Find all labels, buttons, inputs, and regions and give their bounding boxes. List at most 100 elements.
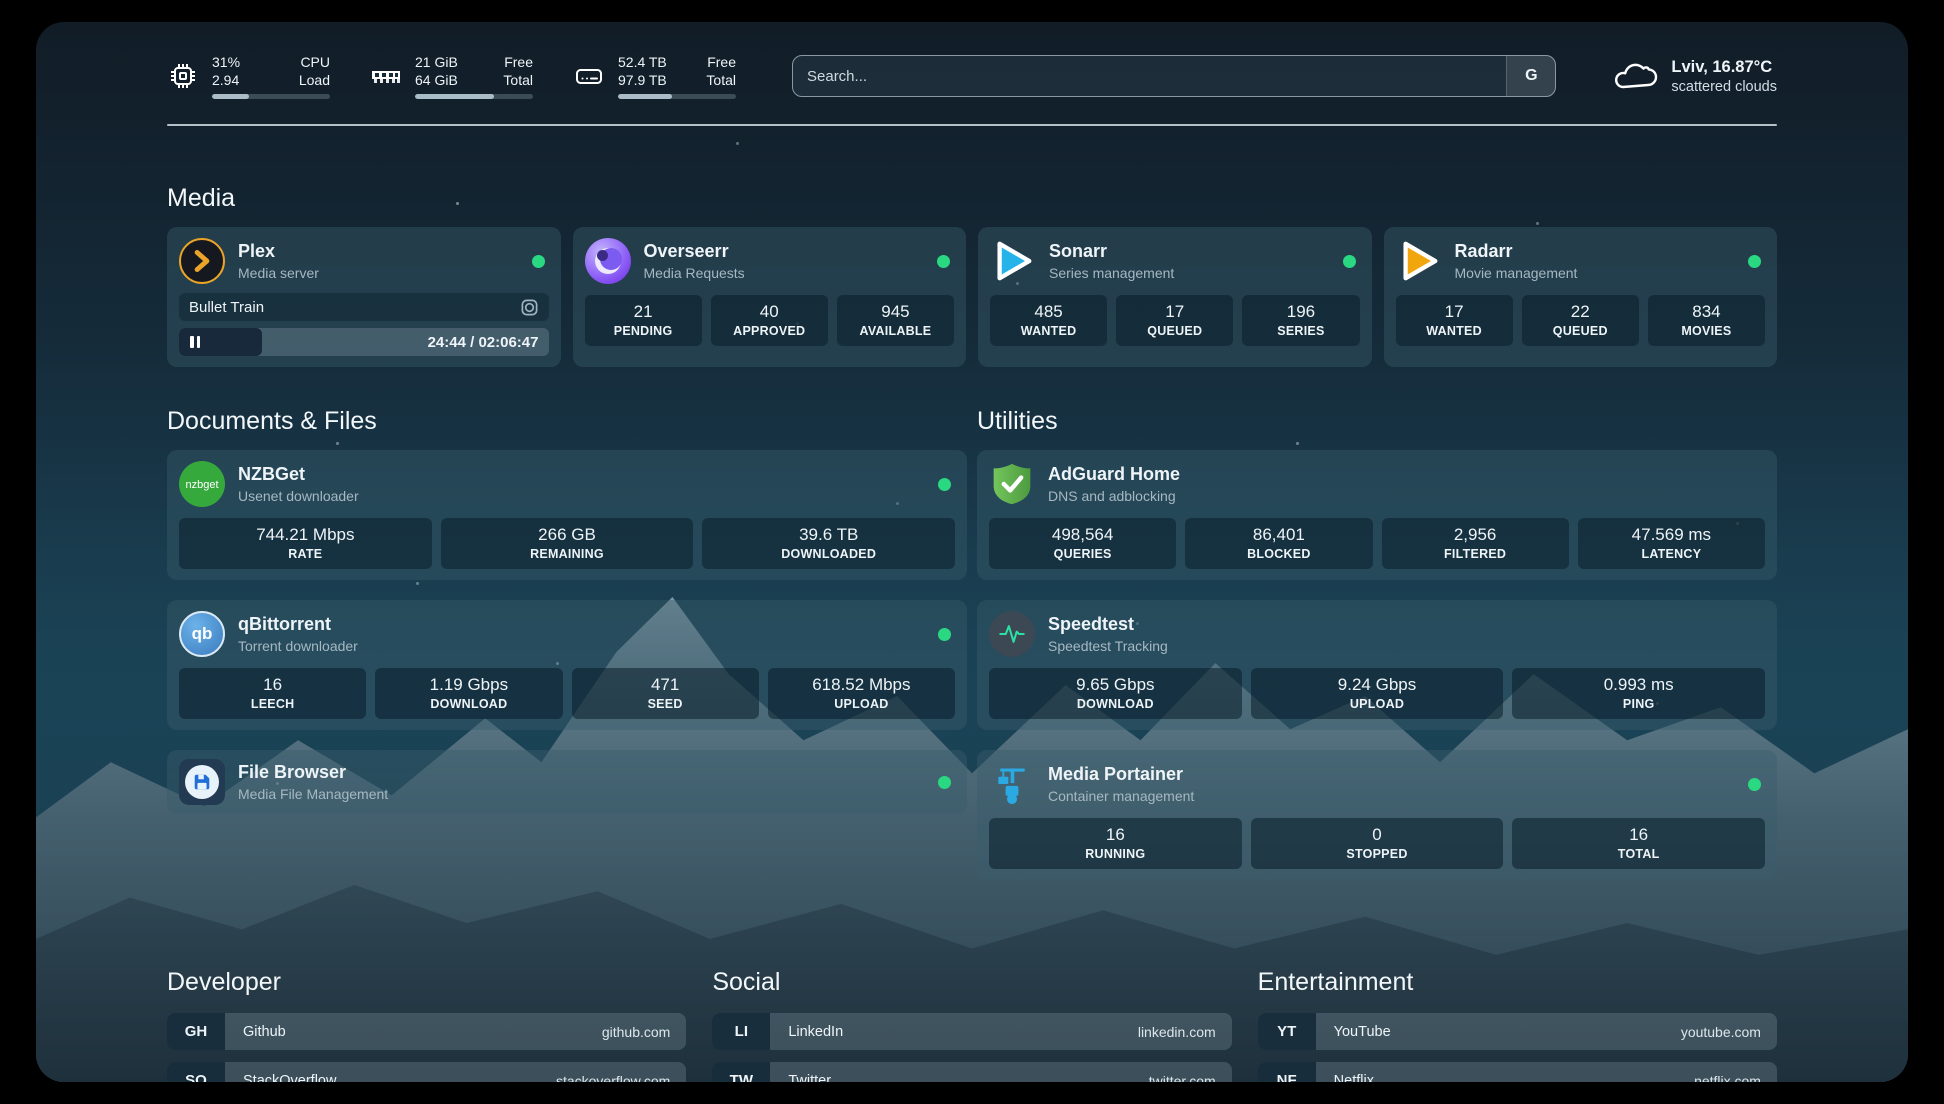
service-name: AdGuard Home xyxy=(1048,464,1181,485)
documents-column: Documents & Files nzbget NZBGet Usenet d… xyxy=(167,407,967,900)
search-go-button[interactable]: G xyxy=(1506,56,1556,96)
stat-blocked: 86,401 BLOCKED xyxy=(1185,518,1373,569)
speedtest-icon xyxy=(989,611,1035,657)
portainer-icon xyxy=(989,761,1035,807)
service-name: File Browser xyxy=(238,762,347,783)
service-subtitle: Torrent downloader xyxy=(238,637,358,654)
service-name: Plex xyxy=(238,241,276,262)
bookmark-group-entertainment: Entertainment YT YouTube youtube.com NF … xyxy=(1257,968,1777,1083)
cpu-label-1: CPU xyxy=(300,53,330,70)
camera-icon xyxy=(520,298,539,317)
bookmark-linkedin[interactable]: LI LinkedIn linkedin.com xyxy=(712,1013,1232,1050)
section-heading-documents: Documents & Files xyxy=(167,407,377,435)
service-name: Overseerr xyxy=(643,241,729,262)
bookmark-name: StackOverflow xyxy=(243,1072,337,1083)
bookmark-twitter[interactable]: TW Twitter twitter.com xyxy=(712,1062,1232,1083)
dashboard-screen: 31% 2.94 CPU Load 21 GiB 64 GiB Free Total xyxy=(36,22,1908,1082)
media-cards-row: Plex Media server Bullet Train 24:44 / 0 xyxy=(167,227,1777,367)
memory-label-1: Free xyxy=(504,53,533,70)
status-dot xyxy=(937,254,950,268)
stat-seed: 471 SEED xyxy=(571,668,759,719)
disk-total: 97.9 TB xyxy=(618,72,667,88)
bookmark-youtube[interactable]: YT YouTube youtube.com xyxy=(1257,1013,1777,1050)
weather-condition: scattered clouds xyxy=(1671,78,1777,95)
filebrowser-icon xyxy=(179,759,225,805)
bookmark-stackoverflow[interactable]: SO StackOverflow stackoverflow.com xyxy=(167,1062,687,1083)
qbittorrent-card[interactable]: qb qBittorrent Torrent downloader 16 LEEC… xyxy=(167,600,967,730)
cloud-icon xyxy=(1612,59,1658,93)
disk-progress xyxy=(618,94,736,100)
disk-label-1: Free xyxy=(707,53,736,70)
disk-label-2: Total xyxy=(706,72,736,88)
speedtest-card[interactable]: Speedtest Speedtest Tracking 9.65 Gbps DO… xyxy=(977,600,1777,730)
bookmark-group-developer: Developer GH Github github.com SO StackO… xyxy=(167,968,687,1083)
memory-total: 64 GiB xyxy=(415,72,458,88)
stat-total: 16 TOTAL xyxy=(1512,818,1766,869)
plex-card[interactable]: Plex Media server Bullet Train 24:44 / 0 xyxy=(167,227,561,367)
bookmark-abbr: SO xyxy=(167,1062,225,1082)
bookmark-abbr: NF xyxy=(1257,1062,1316,1082)
bookmark-netflix[interactable]: NF Netflix netflix.com xyxy=(1257,1062,1777,1083)
pause-icon[interactable] xyxy=(179,328,263,356)
memory-label-2: Total xyxy=(503,72,533,88)
now-playing-row: Bullet Train xyxy=(179,293,549,321)
service-name: qBittorrent xyxy=(238,614,331,635)
bookmarks-area: Developer GH Github github.com SO StackO… xyxy=(167,968,1777,1082)
bookmark-name: Github xyxy=(243,1023,286,1040)
stat-series: 196 SERIES xyxy=(1242,295,1360,346)
stat-approved: 40 APPROVED xyxy=(710,295,828,346)
bookmark-url: netflix.com xyxy=(1694,1072,1761,1083)
status-dot xyxy=(938,477,951,491)
portainer-card[interactable]: Media Portainer Container management 16 R… xyxy=(977,750,1777,880)
search-input[interactable] xyxy=(793,67,1507,85)
overseerr-card[interactable]: Overseerr Media Requests 21 PENDING 40 APP… xyxy=(572,227,966,367)
stat-running: 16 RUNNING xyxy=(989,818,1242,869)
stat-downloaded: 39.6 TB DOWNLOADED xyxy=(702,518,956,569)
adguard-card[interactable]: AdGuard Home DNS and adblocking 498,564 Q… xyxy=(977,450,1777,580)
stat-leech: 16 LEECH xyxy=(179,668,367,719)
service-subtitle: Container management xyxy=(1048,787,1195,804)
qbittorrent-icon: qb xyxy=(179,611,225,657)
bookmark-group-social: Social LI LinkedIn linkedin.com TW Twitt… xyxy=(712,968,1232,1083)
radarr-card[interactable]: Radarr Movie management 17 WANTED 22 QUEUE… xyxy=(1383,227,1777,367)
service-name: Radarr xyxy=(1454,241,1513,262)
bookmark-abbr: YT xyxy=(1257,1013,1316,1050)
service-subtitle: Speedtest Tracking xyxy=(1048,637,1168,654)
bookmark-url: youtube.com xyxy=(1680,1023,1761,1040)
status-dot xyxy=(1342,254,1356,268)
stat-download: 1.19 Gbps DOWNLOAD xyxy=(375,668,563,719)
cpu-progress xyxy=(212,94,330,100)
playback-progress: 24:44 / 02:06:47 xyxy=(179,328,549,356)
bookmark-url: stackoverflow.com xyxy=(555,1072,671,1083)
bookmark-url: github.com xyxy=(601,1023,671,1040)
memory-free: 21 GiB xyxy=(415,53,458,70)
stat-pending: 21 PENDING xyxy=(584,295,702,346)
nzbget-icon: nzbget xyxy=(179,461,225,507)
bookmark-url: twitter.com xyxy=(1148,1072,1216,1083)
stat-wanted: 17 WANTED xyxy=(1395,295,1513,346)
bookmark-github[interactable]: GH Github github.com xyxy=(167,1013,687,1050)
status-dot xyxy=(938,627,951,641)
stat-upload: 618.52 Mbps UPLOAD xyxy=(767,668,955,719)
sonarr-card[interactable]: Sonarr Series management 485 WANTED 17 QUE… xyxy=(978,227,1372,367)
status-dot xyxy=(1748,777,1761,791)
search-bar[interactable]: G xyxy=(792,55,1557,97)
stat-available: 945 AVAILABLE xyxy=(836,295,955,346)
stat-queries: 498,564 QUERIES xyxy=(989,518,1177,569)
cpu-load: 2.94 xyxy=(212,72,240,88)
service-name: Media Portainer xyxy=(1048,764,1184,785)
adguard-icon xyxy=(989,461,1035,507)
cpu-usage: 31% xyxy=(212,53,241,70)
status-dot xyxy=(938,775,951,789)
service-subtitle: Movie management xyxy=(1454,264,1578,281)
radarr-icon xyxy=(1396,238,1442,284)
service-name: Speedtest xyxy=(1048,614,1135,635)
stat-queued: 17 QUEUED xyxy=(1116,295,1234,346)
system-widgets: 31% 2.94 CPU Load 21 GiB 64 GiB Free Total xyxy=(167,53,736,100)
service-subtitle: Media Requests xyxy=(643,264,745,281)
service-subtitle: Media server xyxy=(238,264,319,281)
status-dot xyxy=(1748,254,1761,268)
service-subtitle: Series management xyxy=(1049,264,1175,281)
filebrowser-card[interactable]: File Browser Media File Management xyxy=(167,750,967,814)
nzbget-card[interactable]: nzbget NZBGet Usenet downloader 744.21 M… xyxy=(167,450,967,580)
